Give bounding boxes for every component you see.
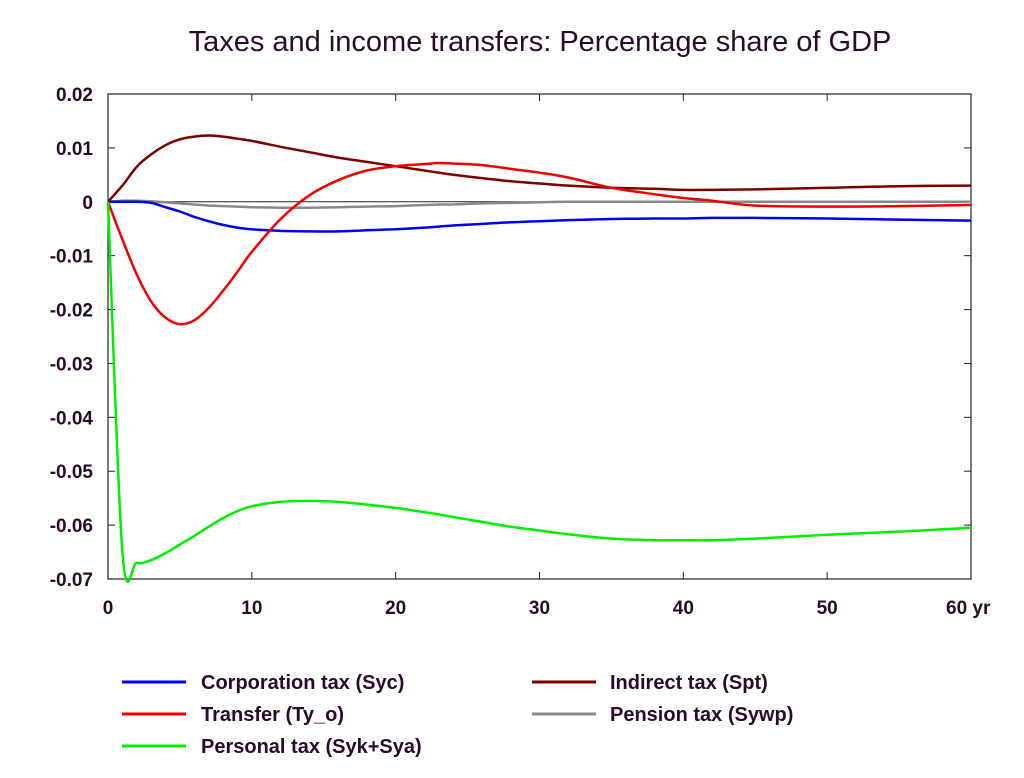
y-tick-label: 0 <box>82 193 93 214</box>
series-lines <box>106 134 972 583</box>
y-tick-label: -0.01 <box>50 247 94 268</box>
legend-label-0: Corporation tax (Syc) <box>201 672 404 694</box>
x-tick-label: 0 <box>103 598 114 619</box>
x-tick-label: 50 <box>817 598 838 619</box>
legend-label-4: Personal tax (Syk+Sya) <box>201 736 422 758</box>
plot-frame <box>107 93 972 580</box>
x-tick-label: 10 <box>241 598 262 619</box>
x-tick-label: 60 yr <box>946 598 991 619</box>
series-line-2 <box>106 161 972 326</box>
x-tick-label: 20 <box>385 598 406 619</box>
y-tick-label: 0.02 <box>56 85 93 106</box>
y-tick-label: -0.02 <box>50 301 93 322</box>
y-tick-label: -0.06 <box>50 516 93 537</box>
y-tick-label: 0.01 <box>56 139 93 160</box>
legend-label-3: Pension tax (Sywp) <box>610 704 793 726</box>
series-line-1 <box>107 134 972 203</box>
legend: Corporation tax (Syc) Indirect tax (Spt) T… <box>122 672 793 758</box>
x-tick-label: 40 <box>673 598 694 619</box>
y-tick-label: -0.07 <box>50 570 93 591</box>
y-tick-label: -0.03 <box>50 354 93 375</box>
series-line-4 <box>106 201 972 583</box>
y-axis-ticks: 0.02 0.01 0 -0.01 -0.02 -0.03 -0.04 -0.05 -0.06 -… <box>50 85 971 591</box>
y-tick-label: -0.04 <box>50 408 94 429</box>
x-tick-label: 30 <box>529 598 550 619</box>
legend-label-2: Transfer (Ty_o) <box>201 704 344 726</box>
legend-label-1: Indirect tax (Spt) <box>610 672 768 694</box>
x-axis-ticks: 0 10 20 30 40 50 60 yr <box>103 94 991 619</box>
series-line-0 <box>108 200 972 233</box>
series-line-3 <box>107 199 971 210</box>
y-tick-label: -0.05 <box>50 462 94 483</box>
chart-title: Taxes and income transfers: Percentage s… <box>189 26 892 58</box>
